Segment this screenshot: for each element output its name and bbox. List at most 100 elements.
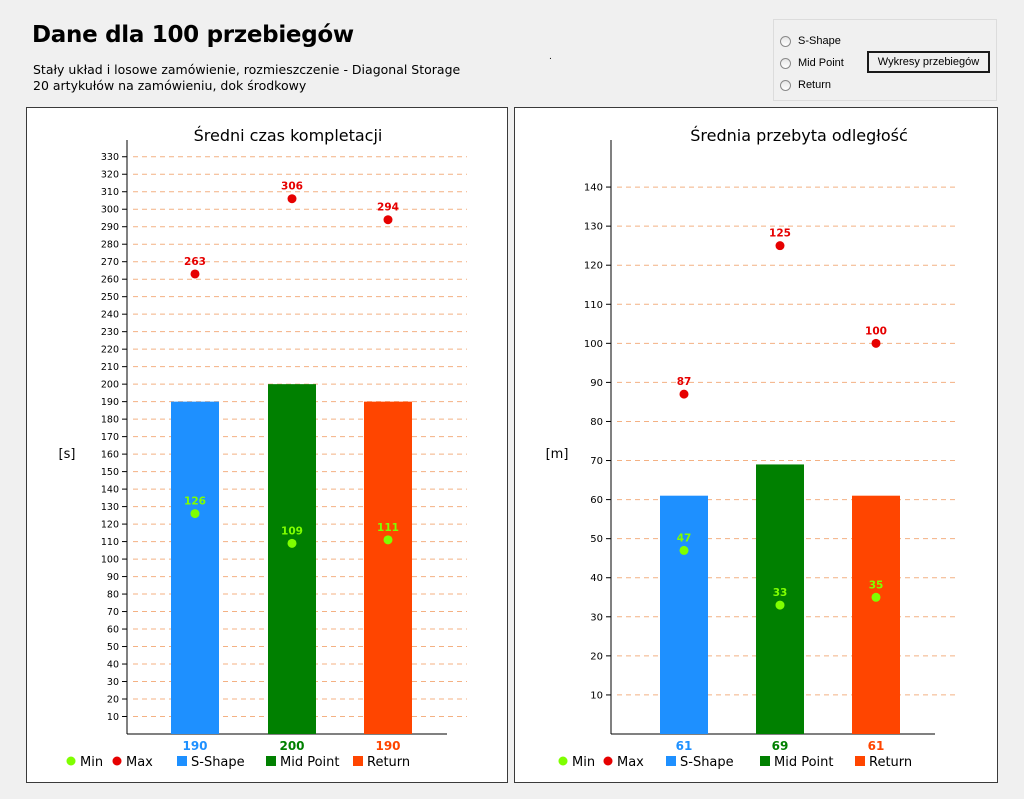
y-tick-label: 140 bbox=[584, 183, 603, 194]
legend-marker-min bbox=[558, 756, 568, 766]
y-tick-label: 70 bbox=[107, 607, 119, 618]
min-label-return: 35 bbox=[869, 579, 884, 591]
legend-swatch-return bbox=[855, 756, 865, 766]
y-axis-label: [s] bbox=[59, 447, 76, 462]
y-tick-label: 190 bbox=[101, 397, 119, 408]
y-tick-label: 270 bbox=[101, 257, 119, 268]
radio-mid-point[interactable]: Mid Point bbox=[780, 55, 844, 71]
y-tick-label: 230 bbox=[101, 327, 119, 338]
y-tick-label: 40 bbox=[107, 660, 119, 671]
legend-label-min: Min bbox=[572, 755, 595, 770]
max-point-s-shape bbox=[190, 269, 200, 279]
legend-label-max: Max bbox=[126, 755, 153, 770]
y-tick-label: 130 bbox=[101, 502, 119, 513]
max-point-return bbox=[871, 338, 881, 348]
radio-return[interactable]: Return bbox=[780, 77, 831, 93]
y-tick-label: 290 bbox=[101, 222, 119, 233]
y-tick-label: 20 bbox=[107, 695, 119, 706]
y-tick-label: 80 bbox=[590, 417, 603, 428]
y-tick-label: 250 bbox=[101, 292, 119, 303]
legend-label-mid-point: Mid Point bbox=[280, 755, 340, 770]
bar-value-label-s-shape: 61 bbox=[676, 739, 693, 753]
stray-dot: . bbox=[549, 52, 552, 62]
radio-circle-icon[interactable] bbox=[780, 57, 791, 69]
min-label-mid-point: 33 bbox=[773, 587, 788, 599]
min-point-mid-point bbox=[287, 538, 297, 548]
max-label-return: 294 bbox=[377, 202, 399, 214]
radio-circle-icon[interactable] bbox=[780, 79, 791, 91]
wykresy-przebiegow-button[interactable]: Wykresy przebiegów bbox=[867, 51, 990, 73]
min-point-return bbox=[871, 592, 881, 602]
y-tick-label: 40 bbox=[590, 573, 603, 584]
y-tick-label: 30 bbox=[107, 677, 119, 688]
max-point-s-shape bbox=[679, 389, 689, 399]
options-group: S-Shape Mid Point Return Wykresy przebie… bbox=[773, 19, 997, 101]
y-tick-label: 80 bbox=[107, 590, 119, 601]
radio-circle-icon[interactable] bbox=[780, 35, 791, 47]
y-tick-label: 100 bbox=[101, 555, 119, 566]
radio-s-shape[interactable]: S-Shape bbox=[780, 33, 841, 49]
y-tick-label: 120 bbox=[584, 261, 603, 272]
bar-value-label-s-shape: 190 bbox=[182, 739, 207, 753]
chart-panel-time: Średni czas kompletacji 10 20 30 40 50 60 70 80 9… bbox=[26, 107, 508, 783]
max-point-mid-point bbox=[287, 194, 297, 204]
min-point-s-shape bbox=[679, 545, 689, 555]
bar-s-shape bbox=[660, 495, 708, 734]
bar-return bbox=[364, 401, 412, 734]
min-point-s-shape bbox=[190, 509, 200, 519]
y-tick-label: 310 bbox=[101, 187, 119, 198]
radio-label: Mid Point bbox=[798, 57, 844, 69]
bar-value-label-mid-point: 69 bbox=[772, 739, 789, 753]
y-tick-label: 170 bbox=[101, 432, 119, 443]
y-tick-label: 50 bbox=[107, 642, 119, 653]
legend-label-s-shape: S-Shape bbox=[680, 755, 734, 770]
max-label-mid-point: 125 bbox=[769, 228, 791, 240]
y-tick-label: 220 bbox=[101, 345, 119, 356]
min-label-return: 111 bbox=[377, 522, 399, 534]
bar-return bbox=[852, 495, 900, 734]
y-tick-label: 260 bbox=[101, 275, 119, 286]
subtitle-line-1: Stały układ i losowe zamówienie, rozmies… bbox=[33, 62, 461, 77]
subtitle-line-2: 20 artykułów na zamówieniu, dok środkowy bbox=[33, 78, 307, 93]
y-tick-label: 10 bbox=[107, 712, 119, 723]
y-tick-label: 140 bbox=[101, 485, 119, 496]
y-tick-label: 160 bbox=[101, 450, 119, 461]
bar-s-shape bbox=[171, 401, 219, 734]
y-axis-label: [m] bbox=[546, 447, 569, 462]
radio-label: S-Shape bbox=[798, 35, 841, 47]
legend-marker-min bbox=[66, 756, 76, 766]
max-label-s-shape: 263 bbox=[184, 256, 206, 268]
bar-mid-point bbox=[268, 384, 316, 734]
y-tick-label: 10 bbox=[590, 690, 603, 701]
legend-label-max: Max bbox=[617, 755, 644, 770]
chart-time: Średni czas kompletacji 10 20 30 40 50 60 70 80 9… bbox=[59, 126, 467, 770]
y-tick-label: 320 bbox=[101, 170, 119, 181]
y-tick-label: 110 bbox=[584, 300, 603, 311]
legend-swatch-mid-point bbox=[760, 756, 770, 766]
max-label-return: 100 bbox=[865, 325, 887, 337]
chart-distance: Średnia przebyta odległość 10 20 30 40 50 60 70… bbox=[546, 126, 955, 770]
legend-swatch-s-shape bbox=[177, 756, 187, 766]
legend-label-return: Return bbox=[367, 755, 410, 770]
y-tick-label: 100 bbox=[584, 339, 603, 350]
max-label-s-shape: 87 bbox=[677, 376, 692, 388]
chart-title: Średni czas kompletacji bbox=[194, 126, 383, 145]
y-tick-label: 180 bbox=[101, 415, 119, 426]
y-tick-label: 130 bbox=[584, 222, 603, 233]
y-tick-label: 30 bbox=[590, 612, 603, 623]
max-label-mid-point: 306 bbox=[281, 181, 303, 193]
y-tick-label: 200 bbox=[101, 380, 119, 391]
y-tick-label: 240 bbox=[101, 310, 119, 321]
y-tick-label: 70 bbox=[590, 456, 603, 467]
bar-mid-point bbox=[756, 464, 804, 734]
legend-swatch-s-shape bbox=[666, 756, 676, 766]
y-tick-label: 50 bbox=[590, 534, 603, 545]
y-tick-label: 60 bbox=[107, 625, 119, 636]
y-tick-label: 300 bbox=[101, 205, 119, 216]
min-label-s-shape: 47 bbox=[677, 532, 692, 544]
chart-title: Średnia przebyta odległość bbox=[690, 126, 907, 145]
bar-value-label-return: 190 bbox=[375, 739, 400, 753]
y-tick-label: 280 bbox=[101, 240, 119, 251]
min-point-mid-point bbox=[775, 600, 785, 610]
